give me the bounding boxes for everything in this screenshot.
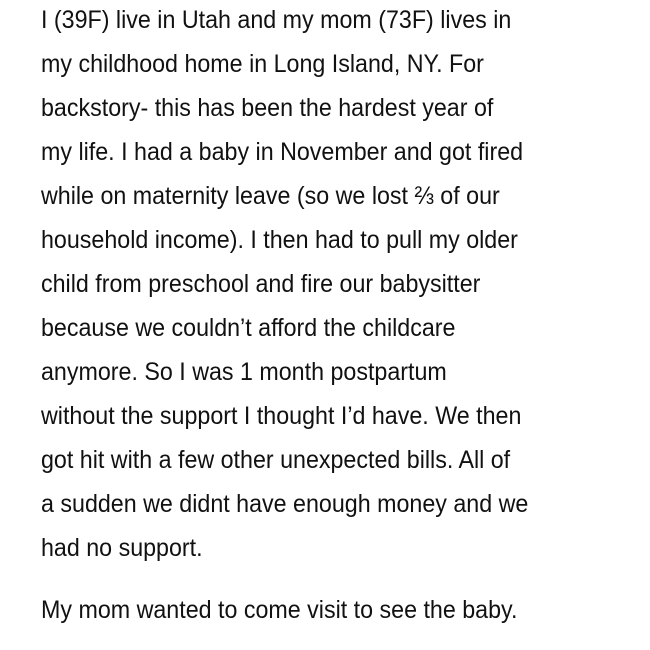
text-line: because we couldn’t afford the childcare — [41, 314, 456, 342]
text-line: my childhood home in Long Island, NY. Fo… — [41, 50, 484, 78]
paragraph-2: My mom wanted to come visit to see the b… — [41, 588, 565, 632]
text-line: while on maternity leave (so we lost ⅔ o… — [41, 182, 500, 210]
text-line: my life. I had a baby in November and go… — [41, 138, 524, 166]
paragraph-1: I (39F) live in Utah and my mom (73F) li… — [41, 0, 565, 570]
text-line: household income). I then had to pull my… — [41, 226, 518, 254]
text-line: backstory- this has been the hardest yea… — [41, 94, 494, 122]
text-line: a sudden we didnt have enough money and … — [41, 490, 529, 518]
text-line: without the support I thought I’d have. … — [41, 402, 522, 430]
document-body: I (39F) live in Utah and my mom (73F) li… — [41, 0, 565, 650]
text-line: child from preschool and fire our babysi… — [41, 270, 481, 298]
text-line: had no support. — [41, 534, 203, 562]
text-line: I (39F) live in Utah and my mom (73F) li… — [41, 6, 512, 34]
text-line: got hit with a few other unexpected bill… — [41, 446, 511, 474]
text-line: anymore. So I was 1 month postpartum — [41, 358, 447, 386]
text-line: My mom wanted to come visit to see the b… — [41, 596, 518, 624]
